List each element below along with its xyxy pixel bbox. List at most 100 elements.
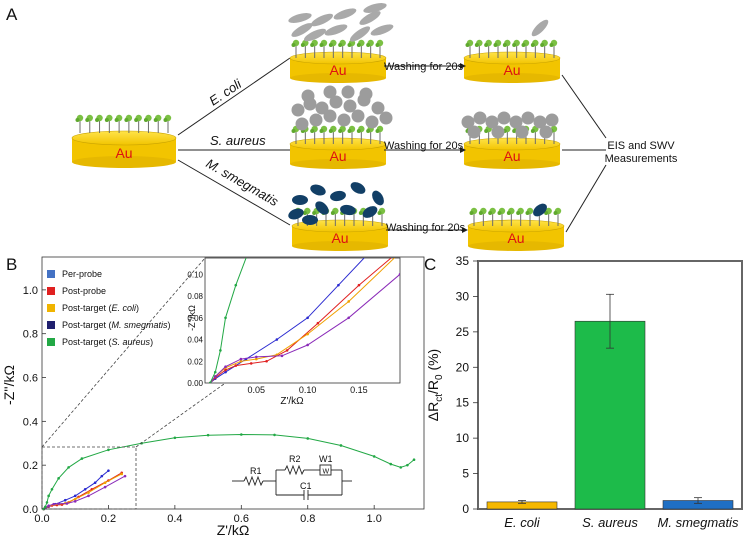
electrode-top: [467, 219, 565, 233]
nyquist-series: [42, 433, 416, 511]
probe-head: [366, 129, 371, 133]
legend-swatch: [47, 270, 55, 278]
inset-y-tick-label: 0.06: [187, 314, 203, 323]
y-tick-label: 0.0: [23, 504, 38, 516]
series-point: [107, 448, 110, 452]
nyquist-legend: Per-probe Post-probe Post-target (E. coli)…: [47, 269, 171, 347]
x-tick-label: 0.0: [34, 513, 49, 525]
series-point: [50, 487, 54, 491]
inset-series-point: [337, 283, 340, 287]
msmeg-rod: [533, 203, 547, 217]
inset-series-point: [249, 362, 253, 365]
circuit-w-box-label: W: [323, 469, 330, 476]
probe-head: [530, 43, 535, 47]
series-point: [412, 458, 416, 461]
msmeg-rod: [340, 204, 356, 216]
electrode-top: [71, 130, 177, 146]
probe-head: [319, 43, 324, 47]
saureus-coccus: [295, 117, 309, 131]
series-point: [42, 507, 45, 511]
series-point: [406, 463, 409, 467]
y-tick-label: 1.0: [23, 285, 38, 297]
electrode-bottom: [292, 241, 388, 251]
branch-line-msmeg: [177, 159, 291, 226]
nyquist-xlabel: Z'/kΩ: [217, 522, 250, 538]
probe-head: [484, 129, 489, 133]
legend-swatch: [47, 321, 55, 329]
probe-head: [497, 211, 502, 215]
saureus-coccus: [323, 109, 337, 123]
electrode-label: Au: [329, 148, 346, 164]
probe-head: [291, 43, 296, 47]
resistor-r1: [243, 475, 264, 487]
probe-head: [465, 43, 470, 47]
circuit-w1-label: W1: [319, 454, 333, 464]
target-electrodes: Au Au Au: [288, 3, 394, 251]
electrode-bottom: [290, 159, 386, 169]
inset-series-line: [209, 258, 365, 383]
probe-head: [85, 118, 90, 122]
bar-ylabel: ΔRct/R0 (%): [425, 349, 445, 421]
inset-series-point: [239, 357, 243, 361]
inset-series-point: [280, 354, 284, 358]
x-tick-label: 0.6: [234, 513, 249, 525]
inset-series-point: [255, 230, 258, 233]
probe-head: [347, 129, 352, 133]
series-point: [306, 437, 310, 440]
series-point: [87, 494, 90, 498]
inset-series-point: [347, 316, 350, 320]
inset-y-tick-label: 0.10: [187, 270, 203, 279]
branch-label-saureus: S. aureus: [210, 133, 266, 148]
probe-head: [366, 43, 371, 47]
saureus-coccus: [323, 85, 337, 99]
merge-line-3: [565, 164, 607, 233]
probe-head: [521, 43, 526, 47]
inset-series-point: [255, 355, 258, 359]
series-point: [339, 444, 343, 447]
probe-head: [549, 43, 554, 47]
zoom-box: [41, 446, 137, 510]
inset-series-point: [224, 365, 227, 368]
zoom-connector-1: [41, 257, 206, 448]
electrode-label: Au: [329, 62, 346, 78]
electrode-label: Au: [115, 145, 132, 161]
inset-series-point: [450, 202, 453, 205]
legend-label: Per-probe: [62, 269, 102, 279]
wash-label-3: Washing for 20s: [386, 222, 466, 234]
x-tick-label: 0.4: [167, 513, 182, 525]
msmeg-rod: [362, 206, 378, 218]
series-point: [45, 501, 49, 504]
bar-category-label: E. coli: [504, 515, 541, 530]
series-point: [103, 481, 107, 485]
inset-series-point: [239, 359, 243, 363]
series-point: [123, 474, 127, 478]
panel-c-label: C: [424, 255, 436, 274]
saureus-coccus: [521, 111, 535, 125]
branch-line-ecoli: [177, 57, 291, 136]
bar-category-label: S. aureus: [582, 515, 638, 530]
series-point: [57, 477, 60, 480]
probe-head: [474, 43, 479, 47]
series-point: [63, 498, 67, 502]
probe-head: [488, 211, 493, 215]
electrode-bottom: [290, 73, 386, 83]
msmeg-washed-electrode: Au: [467, 207, 565, 251]
probe-head: [512, 43, 517, 47]
saureus-electrode: Au: [289, 125, 387, 169]
legend-label: Post-target (E. coli): [62, 303, 139, 313]
panel-b: B 0.0 0.2 0.4 0.6 0.8 1.0 0.0 0.2 0.4 0.6 0.8 1.0 Z…: [1, 202, 453, 538]
inset-series-point: [306, 332, 309, 336]
msmeg-rod: [292, 195, 308, 205]
probe-head: [525, 211, 530, 215]
probe-head: [328, 43, 333, 47]
panel-c: C 0 5 10 15 20 25 30 35 E. coli S. aureus M. smeg…: [424, 254, 743, 530]
ecoli-rod: [324, 24, 348, 36]
series-point: [83, 487, 87, 491]
series-point: [103, 485, 107, 489]
saureus-coccus: [365, 115, 379, 129]
ecoli-rod: [288, 13, 312, 23]
series-point: [67, 466, 70, 469]
inset-series-group: [208, 202, 453, 383]
legend-label: Post-probe: [62, 286, 106, 296]
inset-series-point: [224, 368, 227, 372]
